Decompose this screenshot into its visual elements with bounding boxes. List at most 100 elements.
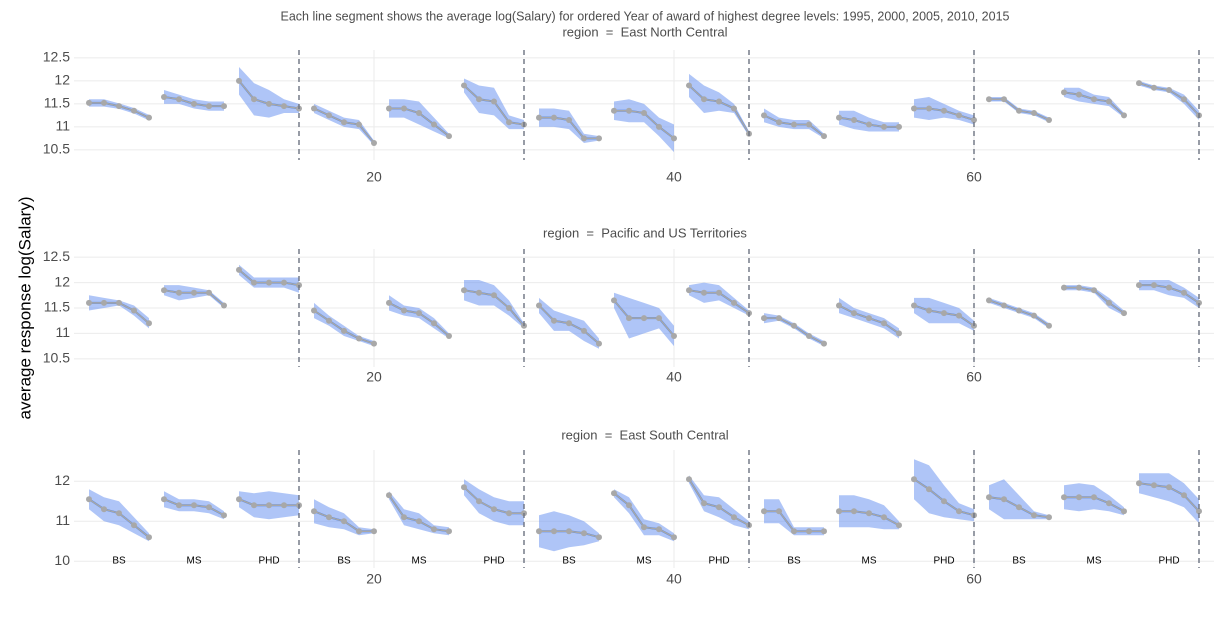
point <box>551 317 557 324</box>
point <box>146 320 152 327</box>
ci-band <box>839 110 899 132</box>
point <box>896 123 902 130</box>
point <box>326 514 332 521</box>
point <box>161 496 167 503</box>
point <box>1076 91 1082 98</box>
y-tick-label: 11 <box>55 118 70 134</box>
point <box>401 307 407 314</box>
point <box>266 279 272 286</box>
point <box>1001 96 1007 103</box>
point <box>386 492 392 499</box>
point <box>1031 312 1037 319</box>
point <box>461 82 467 89</box>
point <box>356 335 362 342</box>
ci-band <box>389 99 449 139</box>
point <box>566 116 572 123</box>
group-label: MS <box>187 556 202 567</box>
point <box>821 528 827 535</box>
point <box>941 107 947 114</box>
point <box>251 96 257 103</box>
point <box>776 508 782 515</box>
point <box>956 312 962 319</box>
point <box>851 310 857 317</box>
y-tick-label: 11.5 <box>44 95 70 111</box>
point <box>416 518 422 525</box>
point <box>536 302 542 309</box>
point <box>116 103 122 110</box>
point <box>926 105 932 112</box>
x-tick-label: 20 <box>366 369 382 385</box>
point <box>431 320 437 327</box>
group-label: BS <box>787 556 801 567</box>
x-tick-label: 40 <box>666 169 682 185</box>
point <box>176 289 182 296</box>
point <box>1061 89 1067 96</box>
point <box>701 500 707 507</box>
point <box>596 135 602 142</box>
point <box>161 287 167 294</box>
point <box>626 502 632 509</box>
point <box>731 105 737 112</box>
point <box>1076 284 1082 291</box>
point <box>506 510 512 517</box>
point <box>1016 107 1022 114</box>
point <box>416 110 422 117</box>
point <box>281 502 287 509</box>
point <box>281 103 287 110</box>
x-tick-label: 40 <box>666 369 682 385</box>
point <box>236 77 242 84</box>
point <box>881 320 887 327</box>
point <box>911 476 917 483</box>
point <box>1001 496 1007 503</box>
point <box>86 99 92 106</box>
point <box>641 524 647 531</box>
point <box>701 289 707 296</box>
point <box>821 340 827 347</box>
ci-band <box>689 73 749 137</box>
point <box>806 121 812 128</box>
point <box>236 496 242 503</box>
point <box>896 330 902 337</box>
y-tick-label: 11 <box>55 512 70 528</box>
group-label: PHD <box>1158 556 1179 567</box>
point <box>101 99 107 106</box>
group-label: BS <box>562 556 576 567</box>
point <box>821 133 827 140</box>
point <box>1106 98 1112 105</box>
point <box>371 340 377 347</box>
point <box>791 322 797 329</box>
point <box>1091 287 1097 294</box>
point <box>836 302 842 309</box>
point <box>1031 110 1037 117</box>
y-tick-label: 12 <box>54 472 70 488</box>
x-tick-label: 60 <box>966 369 982 385</box>
ci-band <box>1064 87 1124 118</box>
point <box>731 299 737 306</box>
group-label: BS <box>112 556 126 567</box>
point <box>416 310 422 317</box>
point <box>1181 492 1187 499</box>
point <box>581 530 587 537</box>
point <box>1016 307 1022 314</box>
point <box>1151 282 1157 289</box>
point <box>1151 84 1157 91</box>
y-tick-label: 12.5 <box>43 49 70 65</box>
point <box>911 302 917 309</box>
point <box>731 514 737 521</box>
point <box>206 504 212 511</box>
point <box>1136 480 1142 487</box>
x-tick-label: 20 <box>366 571 382 587</box>
mean-line-overlay <box>764 317 825 345</box>
point <box>656 315 662 322</box>
point <box>101 506 107 513</box>
point <box>566 320 572 327</box>
point <box>941 310 947 317</box>
point <box>1106 500 1112 507</box>
point <box>86 299 92 306</box>
y-tick-label: 11 <box>55 324 70 340</box>
point <box>761 112 767 119</box>
point <box>491 292 497 299</box>
y-tick-label: 10.5 <box>43 350 70 366</box>
point <box>1136 80 1142 87</box>
point <box>326 317 332 324</box>
